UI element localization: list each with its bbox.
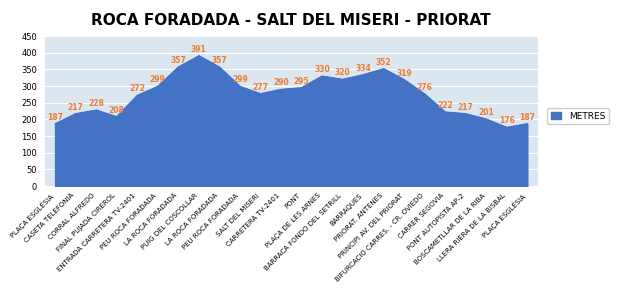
- Text: 208: 208: [109, 106, 125, 115]
- Text: 352: 352: [376, 58, 392, 67]
- Text: 334: 334: [355, 64, 371, 73]
- Text: 295: 295: [294, 77, 309, 86]
- Title: ROCA FORADADA - SALT DEL MISERI - PRIORAT: ROCA FORADADA - SALT DEL MISERI - PRIORA…: [92, 13, 491, 28]
- Text: 276: 276: [417, 83, 433, 92]
- Text: 187: 187: [519, 113, 535, 122]
- Text: 391: 391: [191, 45, 207, 54]
- Text: 176: 176: [499, 116, 515, 125]
- Text: 277: 277: [252, 83, 268, 92]
- Text: 272: 272: [129, 84, 145, 93]
- Text: 320: 320: [335, 68, 351, 77]
- Text: 299: 299: [232, 75, 248, 84]
- Text: 222: 222: [437, 101, 453, 110]
- Text: 319: 319: [396, 69, 412, 78]
- Text: 357: 357: [211, 56, 227, 65]
- Legend: METRES: METRES: [547, 108, 609, 124]
- Text: 290: 290: [273, 78, 289, 87]
- Text: 217: 217: [458, 103, 474, 112]
- Text: 357: 357: [170, 56, 186, 65]
- Text: 187: 187: [47, 113, 63, 122]
- Text: 201: 201: [478, 108, 494, 117]
- Text: 299: 299: [150, 75, 166, 84]
- Text: 217: 217: [68, 103, 84, 112]
- Text: 330: 330: [314, 65, 330, 74]
- Text: 228: 228: [88, 99, 104, 108]
